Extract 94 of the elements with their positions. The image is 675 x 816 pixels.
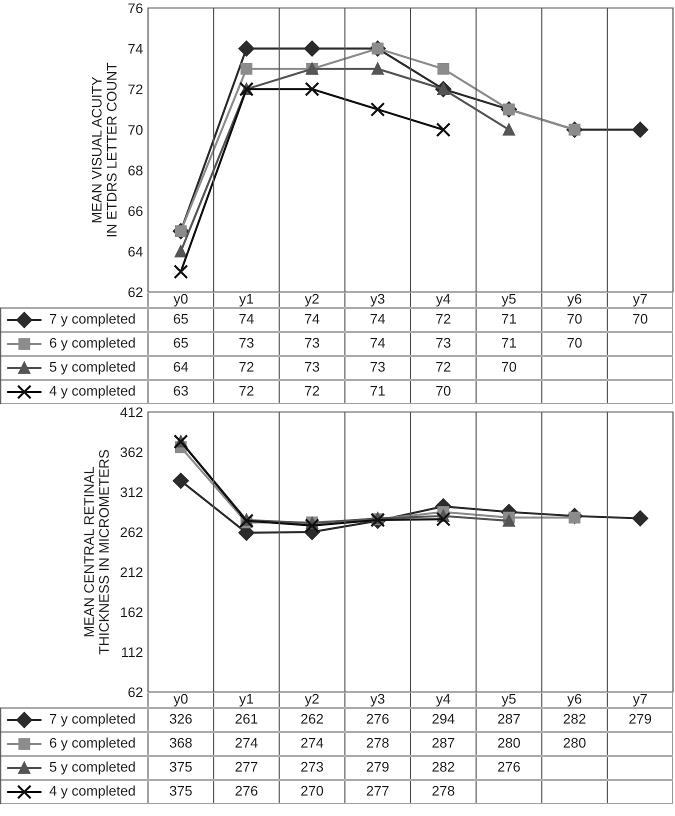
data-label: 276	[236, 786, 258, 796]
data-label: 278	[366, 738, 389, 748]
data-label: 270	[301, 786, 324, 796]
data-label: 65	[174, 338, 188, 348]
data-label: 282	[432, 762, 454, 772]
data-label: 375	[170, 762, 192, 772]
data-label: 74	[370, 338, 386, 348]
data-label: 70	[502, 362, 516, 372]
data-label: 277	[236, 762, 258, 772]
data-label: 277	[366, 786, 389, 796]
x-tick-label: y6	[567, 294, 582, 306]
data-label: 273	[301, 762, 324, 772]
data-label: 274	[301, 738, 324, 748]
data-label: 70	[568, 338, 582, 348]
legend-label: 6 y completed	[50, 738, 135, 750]
y-tick-label: 362	[120, 447, 142, 458]
x-tick-label: y2	[304, 294, 319, 306]
data-label: 274	[236, 738, 258, 748]
x-tick-label: y2	[304, 694, 319, 706]
data-label: 73	[370, 362, 385, 372]
data-label: 326	[170, 714, 192, 724]
x-tick-label: y7	[632, 294, 647, 306]
data-label: 71	[502, 338, 516, 348]
data-label: 276	[498, 762, 520, 772]
y-tick-label: 70	[128, 125, 143, 135]
data-label: 72	[436, 314, 450, 324]
x-tick-label: y7	[632, 694, 647, 706]
y-tick-label: 112	[122, 647, 142, 658]
data-label: 65	[174, 314, 188, 324]
legend-label: 6 y completed	[50, 338, 135, 350]
y-tick-label: 62	[128, 687, 142, 698]
y-tick-label: 212	[120, 567, 142, 578]
x-tick-label: y4	[436, 294, 450, 306]
x-tick-label: y5	[502, 294, 516, 306]
x-tick-label: y6	[567, 694, 582, 706]
data-label: 70	[436, 386, 450, 396]
y-tick-label: 64	[128, 246, 143, 257]
data-label: 261	[236, 714, 258, 724]
y-tick-label: 66	[128, 206, 143, 216]
data-label: 72	[436, 362, 450, 372]
data-label: 71	[370, 386, 385, 396]
data-label: 64	[174, 362, 188, 372]
legend-label: 4 y completed	[50, 786, 135, 798]
data-label: 73	[436, 338, 450, 348]
data-label: 280	[498, 738, 520, 748]
y-axis-title: MEAN VISUAL ACUITY IN ETDRS LETTER COUNT	[92, 62, 117, 236]
data-label: 74	[239, 314, 254, 324]
data-label: 282	[564, 714, 586, 724]
y-tick-label: 312	[120, 487, 142, 498]
y-axis-title: MEAN CENTRAL RETINAL THICKNESS IN MICROMETERS	[84, 450, 109, 654]
data-label: 73	[239, 338, 254, 348]
x-tick-label: y4	[436, 694, 450, 706]
y-tick-label: 412	[120, 407, 142, 418]
data-label: 70	[568, 314, 582, 324]
y-tick-label: 74	[128, 44, 143, 54]
x-tick-label: y0	[174, 294, 188, 306]
data-label: 262	[301, 714, 323, 724]
y-tick-label: 62	[128, 287, 142, 298]
data-label: 287	[432, 738, 454, 748]
data-label: 287	[498, 714, 520, 724]
x-tick-label: y0	[174, 694, 188, 706]
y-tick-label: 68	[128, 166, 143, 176]
data-label: 73	[305, 362, 320, 372]
data-label: 72	[239, 386, 254, 396]
data-label: 72	[239, 362, 254, 372]
data-label: 276	[366, 714, 389, 724]
data-label: 375	[170, 786, 192, 796]
y-tick-label: 72	[128, 84, 142, 94]
y-tick-label: 76	[128, 3, 143, 14]
y-tick-label: 162	[121, 607, 142, 618]
legend-label: 7 y completed	[50, 714, 135, 726]
data-label: 74	[370, 314, 386, 324]
legend-label: 5 y completed	[50, 362, 135, 374]
x-tick-label: y3	[370, 694, 384, 706]
data-label: 72	[305, 386, 320, 396]
data-label: 63	[174, 386, 188, 396]
data-label: 368	[170, 738, 192, 748]
legend-label: 4 y completed	[50, 386, 135, 398]
data-label: 294	[432, 714, 454, 724]
data-label: 279	[629, 714, 652, 724]
data-label: 74	[305, 314, 320, 324]
x-tick-label: y1	[239, 294, 254, 306]
data-label: 278	[432, 786, 454, 796]
legend-label: 7 y completed	[50, 314, 135, 326]
x-tick-label: y1	[239, 694, 254, 706]
data-label: 71	[502, 314, 516, 324]
x-tick-label: y3	[370, 294, 384, 306]
data-label: 279	[366, 762, 389, 772]
y-tick-label: 262	[120, 527, 142, 538]
x-tick-label: y5	[502, 694, 516, 706]
data-label: 280	[564, 738, 586, 748]
data-label: 70	[633, 314, 648, 324]
legend-label: 5 y completed	[50, 762, 135, 774]
data-label: 73	[305, 338, 320, 348]
